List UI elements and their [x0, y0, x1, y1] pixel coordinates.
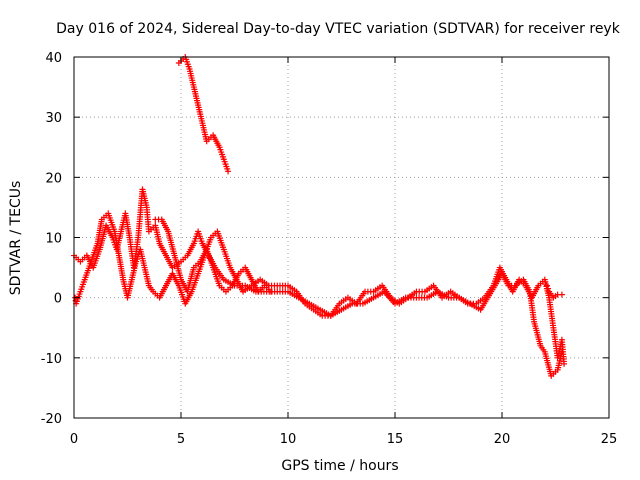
- grid-layer: [74, 57, 609, 418]
- y-axis-label: SDTVAR / TECUs: [8, 181, 24, 296]
- series-track-1: [71, 186, 565, 379]
- x-tick-label: 5: [177, 432, 185, 447]
- x-tick-label: 15: [387, 432, 404, 447]
- x-tick-label: 20: [494, 432, 511, 447]
- series-track-4: [175, 54, 232, 175]
- y-tick-label: 10: [45, 232, 62, 247]
- axis-layer: 0 5 10 15 20 25 40 30 20 10 0 -10 -20: [41, 51, 618, 447]
- y-tick-label: -10: [41, 352, 62, 367]
- data-point: [543, 282, 550, 289]
- y-tick-label: -20: [41, 412, 62, 427]
- x-axis-label: GPS time / hours: [281, 458, 398, 474]
- data-layer: [71, 54, 568, 379]
- data-point: [545, 285, 552, 292]
- y-tick-label: 30: [45, 111, 62, 126]
- series-track-5: [543, 282, 565, 301]
- chart-title: Day 016 of 2024, Sidereal Day-to-day VTE…: [56, 21, 621, 37]
- data-point: [225, 168, 232, 175]
- y-tick-label: 0: [54, 292, 62, 307]
- y-tick-label: 20: [45, 171, 62, 186]
- data-point: [267, 288, 274, 295]
- x-tick-label: 0: [70, 432, 78, 447]
- series-track-2: [72, 210, 568, 367]
- x-tick-label: 25: [601, 432, 618, 447]
- x-tick-label: 10: [280, 432, 297, 447]
- series-track-3: [152, 216, 274, 295]
- y-tick-label: 40: [45, 51, 62, 66]
- data-point: [546, 288, 553, 295]
- data-point: [561, 360, 568, 367]
